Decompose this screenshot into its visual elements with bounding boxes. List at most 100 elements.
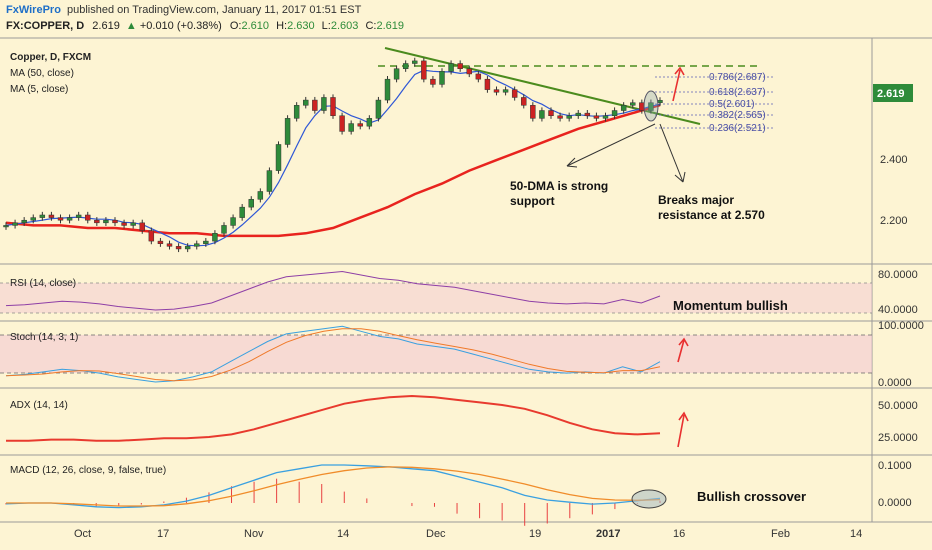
up-triangle-icon: ▲	[126, 20, 137, 32]
candle-body	[402, 63, 409, 69]
x-label-19: 19	[529, 528, 541, 540]
candle-body	[439, 71, 445, 85]
macd-annotation: Bullish crossover	[697, 489, 806, 504]
rsi-y-ticks: 80.0000 40.0000	[878, 269, 918, 316]
fib-0236: 0.236(2.521)	[709, 123, 766, 134]
adx-panel: ADX (14, 14) 50.0000 25.0000	[6, 394, 918, 448]
last-price-badge	[873, 84, 913, 102]
legend-ma50: MA (50, close)	[10, 68, 74, 79]
candle-body	[257, 191, 264, 200]
candle-body	[130, 222, 136, 226]
candle-body	[266, 170, 273, 192]
macd-tick-01: 0.1000	[878, 460, 912, 472]
legend-symbol: Copper, D, FXCM	[10, 52, 91, 63]
resistance-trendline	[384, 47, 701, 125]
candle-body	[184, 246, 191, 250]
support-pointer-head	[566, 157, 578, 168]
fib-labels: 0.786(2.687) 0.618(2.637) 0.5(2.601) 0.3…	[709, 72, 766, 134]
candle-body	[275, 144, 282, 171]
candle-body	[648, 102, 654, 111]
rsi-legend: RSI (14, close)	[10, 278, 76, 289]
price-panel: Copper, D, FXCM MA (50, close) MA (5, cl…	[3, 47, 913, 253]
macd-legend: MACD (12, 26, close, 9, false, true)	[10, 465, 166, 476]
symbol-label: FX:COPPER, D	[6, 20, 84, 32]
up-arrow-icon	[677, 414, 685, 448]
stoch-tick-0: 0.0000	[878, 377, 912, 389]
candle-body	[384, 78, 391, 101]
fib-0382: 0.382(2.565)	[709, 110, 766, 121]
candle-body	[357, 123, 363, 127]
candle-body	[212, 233, 218, 242]
low-value: 2.603	[331, 20, 359, 32]
red-up-arrow-price	[672, 66, 685, 102]
ma50-line	[5, 103, 661, 238]
stoch-tick-100: 100.0000	[878, 320, 924, 332]
candle-body	[511, 89, 518, 98]
crossover-highlight-ellipse	[631, 489, 667, 509]
close-value: 2.619	[376, 20, 404, 32]
rsi-annotation: Momentum bullish	[673, 298, 788, 313]
stoch-y-ticks: 100.0000 0.0000	[878, 320, 924, 389]
rsi-line-group	[5, 270, 661, 311]
x-label-2017: 2017	[596, 528, 620, 540]
annotation-arrows	[566, 123, 686, 183]
adx-legend: ADX (14, 14)	[10, 400, 68, 411]
rsi-tick-80: 80.0000	[878, 269, 918, 281]
adx-tick-25: 25.0000	[878, 432, 918, 444]
macd-group	[5, 464, 661, 526]
price-annotations: 50-DMA is strong support Breaks major re…	[510, 179, 765, 222]
support-text-1: 50-DMA is strong	[510, 179, 608, 193]
candle-body	[321, 97, 327, 111]
candle-body	[94, 219, 100, 224]
candle-body	[430, 78, 436, 85]
panel-borders	[0, 37, 932, 523]
candle-body	[620, 105, 627, 111]
candle-body	[248, 199, 254, 208]
candle-body	[139, 222, 145, 231]
rsi-line	[5, 270, 661, 311]
breakout-pointer-line	[659, 123, 684, 183]
red-up-arrow-adx	[677, 411, 689, 448]
candle-body	[3, 225, 9, 228]
red-up-arrow-stoch	[677, 337, 689, 363]
candle-body	[393, 68, 400, 80]
candle-body	[157, 240, 164, 244]
candle-body	[593, 115, 600, 119]
candle-body	[421, 60, 427, 80]
fib-0786: 0.786(2.687)	[709, 72, 766, 83]
candle-body	[230, 217, 236, 226]
signal-line	[6, 466, 661, 507]
candle-body	[575, 112, 581, 116]
stoch-lines-group	[5, 325, 661, 383]
price-y-ticks: 2.400 2.200	[880, 154, 908, 227]
up-arrow-icon	[672, 69, 681, 102]
macd-y-ticks: 0.1000 0.0000	[878, 460, 912, 509]
x-label-17: 17	[157, 528, 169, 540]
candle-body	[375, 99, 382, 119]
price-tick-2400: 2.400	[880, 154, 908, 166]
candle-body	[339, 115, 345, 132]
candle-body	[148, 230, 155, 242]
candle-body	[466, 68, 472, 75]
stoch-legend: Stoch (14, 3, 1)	[10, 332, 78, 343]
candle-body	[330, 97, 336, 116]
price-tick-2200: 2.200	[880, 215, 908, 227]
breakout-text-2: resistance at 2.570	[658, 208, 765, 222]
candle-body	[103, 219, 109, 224]
candle-body	[602, 115, 609, 119]
x-label-oct: Oct	[74, 528, 91, 540]
candle-body	[39, 214, 46, 218]
last-price-badge-text: 2.619	[877, 88, 905, 100]
last-price: 2.619	[92, 20, 120, 32]
candle-body	[175, 246, 182, 250]
macd-tick-0: 0.0000	[878, 497, 912, 509]
candle-body	[312, 99, 318, 111]
candle-body	[412, 60, 418, 64]
x-axis: Oct 17 Nov 14 Dec 19 2017 16 Feb 14	[74, 528, 862, 540]
candle-body	[611, 110, 618, 116]
candle-body	[21, 219, 27, 224]
high-value: 2.630	[287, 20, 315, 32]
x-label-16: 16	[673, 528, 685, 540]
candle-body	[493, 89, 500, 93]
